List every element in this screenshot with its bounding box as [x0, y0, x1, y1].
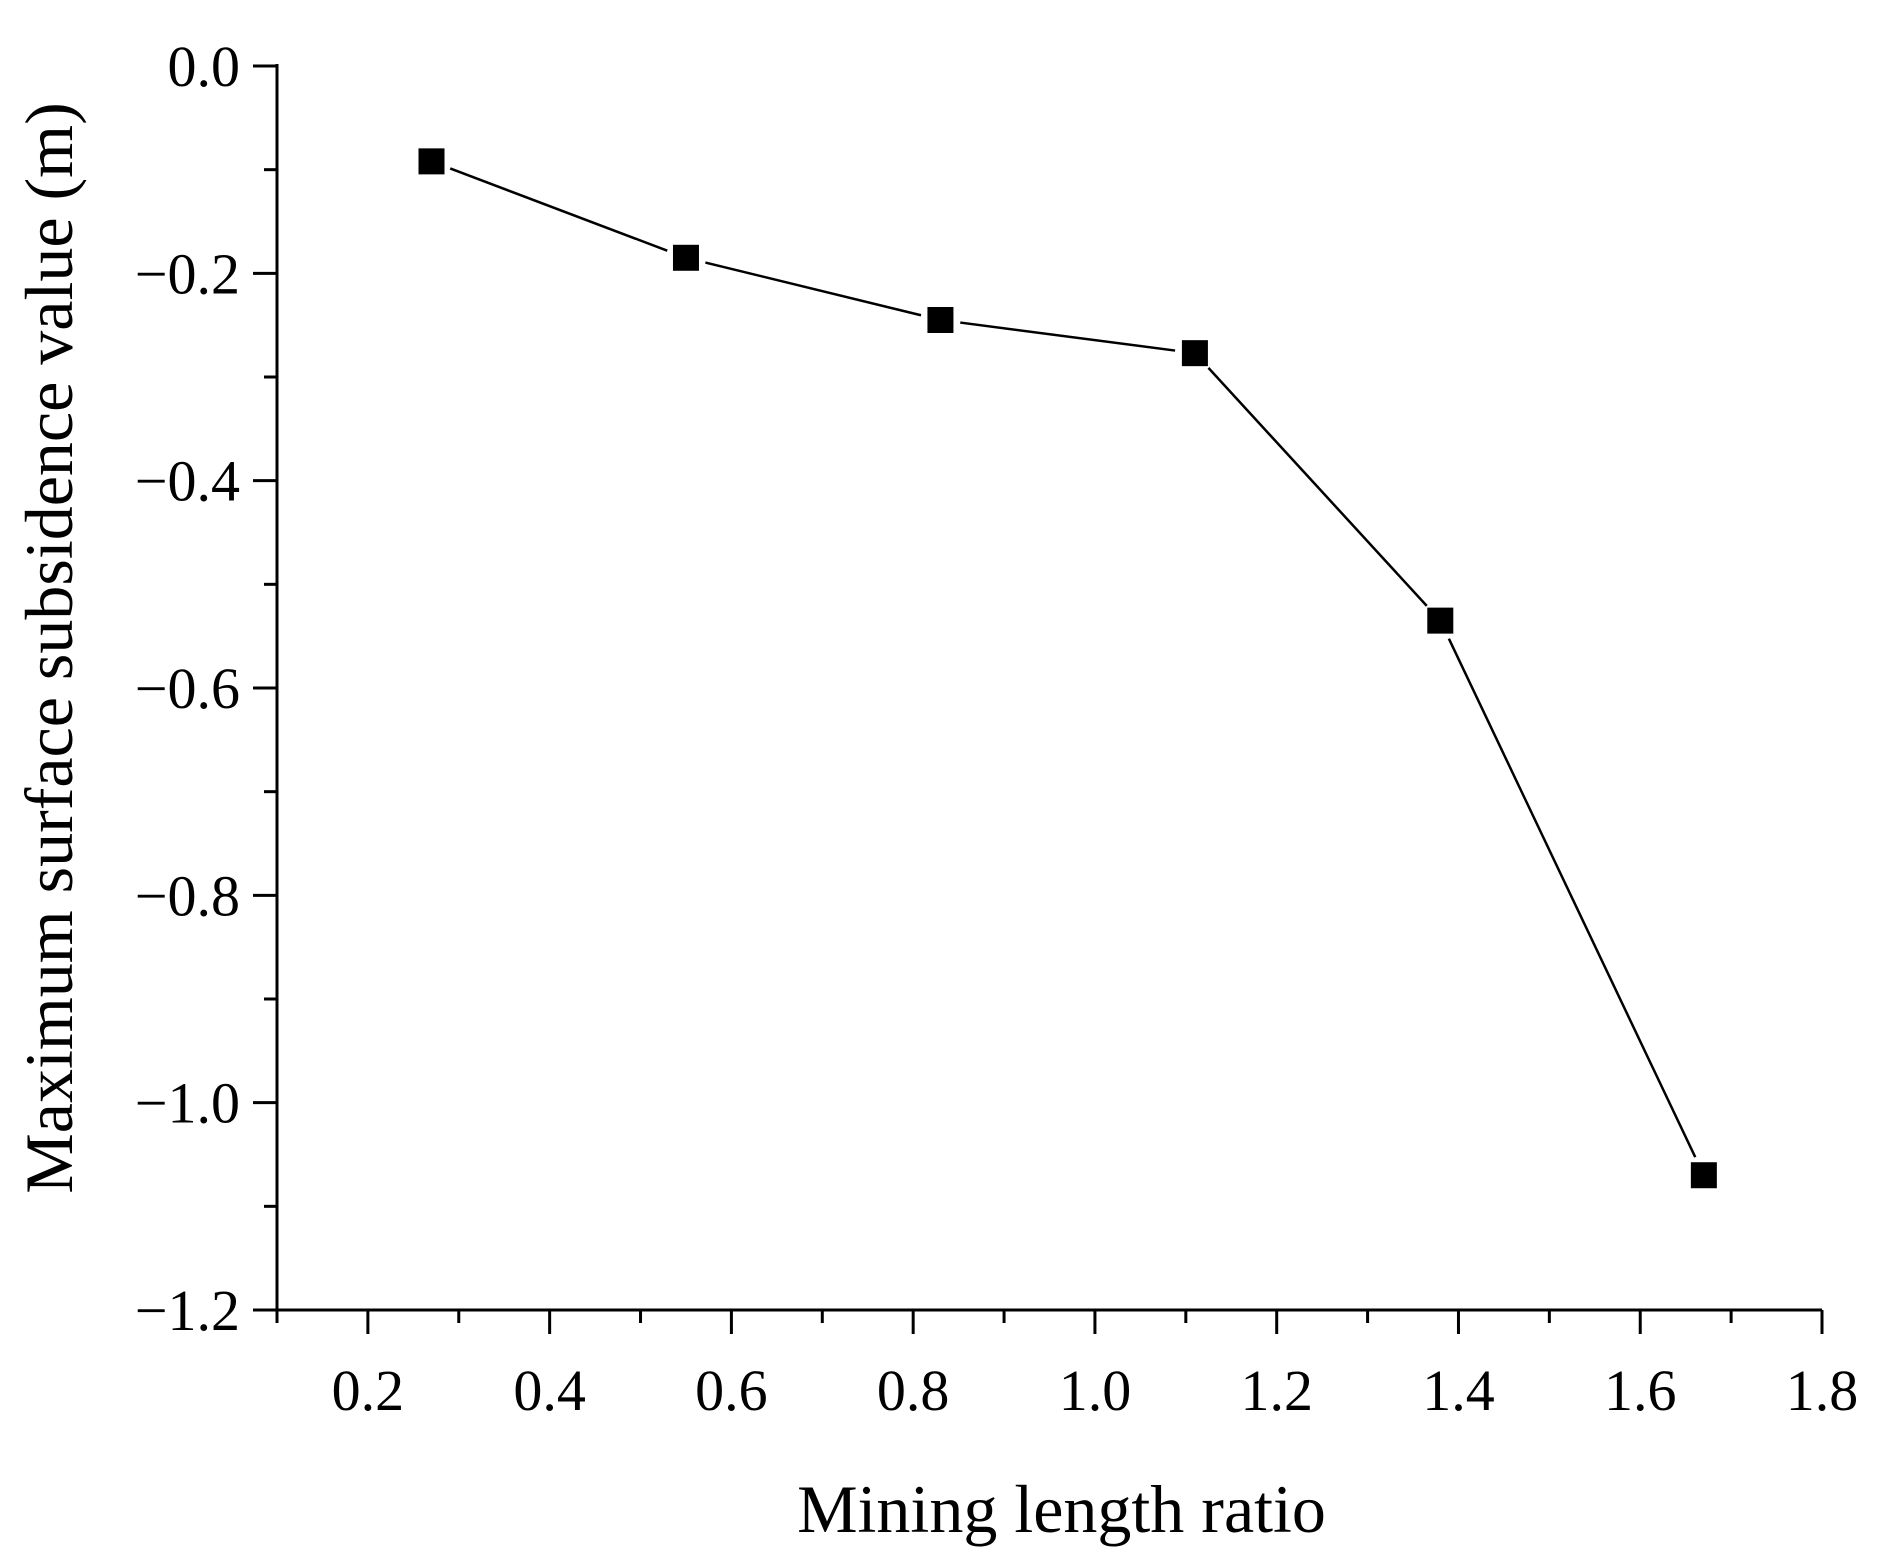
x-tick-label: 0.4 — [513, 1358, 586, 1423]
series-line-segment — [1447, 638, 1697, 1158]
y-tick-label: −1.2 — [135, 1278, 240, 1343]
data-point-marker — [927, 306, 954, 333]
series-line-segment — [705, 261, 922, 317]
y-tick-label: −0.4 — [135, 449, 240, 514]
series-line-segment — [449, 167, 668, 252]
x-tick-label: 1.6 — [1604, 1358, 1677, 1423]
y-axis-title: Maximum surface subsidence value (m) — [11, 102, 87, 1193]
y-tick-label: 0.0 — [168, 34, 241, 99]
series-line-segment — [960, 321, 1176, 352]
y-tick-label: −0.2 — [135, 241, 240, 306]
data-point-marker — [1181, 340, 1208, 367]
x-tick-label: 1.4 — [1422, 1358, 1495, 1423]
x-tick-label: 0.6 — [695, 1358, 768, 1423]
chart-series — [418, 148, 1717, 1189]
series-line-segment — [1207, 367, 1428, 607]
x-tick-label: 0.8 — [877, 1358, 950, 1423]
y-tick-label: −0.8 — [135, 863, 240, 928]
chart-axes — [275, 64, 1822, 1312]
x-tick-label: 1.2 — [1240, 1358, 1313, 1423]
data-point-marker — [418, 148, 445, 175]
x-tick-label: 1.0 — [1059, 1358, 1132, 1423]
y-tick-label: −1.0 — [135, 1071, 240, 1136]
x-axis-title: Mining length ratio — [797, 1471, 1326, 1547]
x-axis-ticks: 0.2 0.4 0.6 0.8 1.0 1.2 1.4 1.6 1.8 — [275, 1310, 1859, 1423]
x-tick-label: 1.8 — [1786, 1358, 1859, 1423]
data-point-marker — [672, 244, 699, 271]
data-point-marker — [1427, 607, 1454, 634]
data-point-marker — [1690, 1162, 1717, 1189]
y-axis-ticks: 0.0 −0.2 −0.4 −0.6 −0.8 −1.0 −1.2 — [135, 34, 277, 1343]
x-tick-label: 0.2 — [332, 1358, 405, 1423]
y-tick-label: −0.6 — [135, 656, 240, 721]
